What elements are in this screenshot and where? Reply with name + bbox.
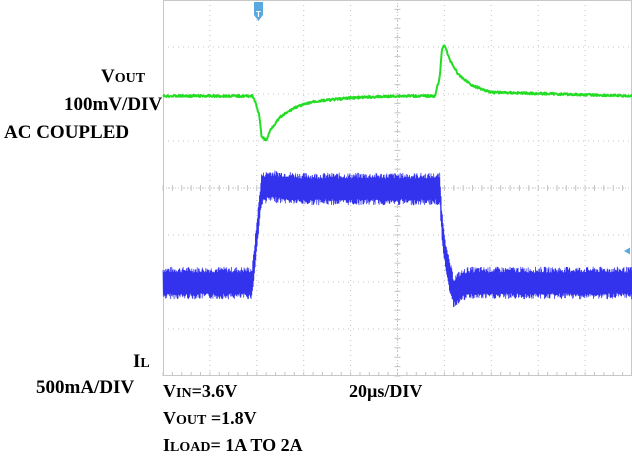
vin-setting-label: VIN=3.6V — [163, 382, 237, 401]
vout-channel-label: VOUT — [101, 67, 145, 86]
il-scale-label: 500mA/DIV — [36, 377, 135, 398]
vout-label-main: V — [101, 66, 115, 87]
il-trace — [162, 170, 632, 308]
iload-value: = 1A TO 2A — [210, 435, 303, 455]
trigger-marker-box — [254, 2, 263, 9]
vin-main: V — [163, 381, 176, 401]
il-channel-label: IL — [133, 352, 150, 371]
vout-scale-label: 100mV/DIV — [64, 94, 163, 115]
vout-label-sub: OUT — [114, 71, 146, 86]
vin-value: =3.6V — [191, 381, 238, 401]
ground-reference-marker — [624, 247, 630, 255]
vout-setting-label: VOUT =1.8V — [163, 409, 257, 428]
iload-sub: LOAD — [170, 440, 211, 455]
vout-set-sub: OUT — [176, 413, 207, 428]
vout-coupling-label: AC COUPLED — [4, 122, 130, 143]
il-label-sub: L — [140, 356, 150, 371]
il-label-main: I — [133, 351, 141, 372]
trigger-marker: T — [254, 2, 263, 21]
vout-set-value: =1.8V — [206, 408, 257, 428]
vin-sub: IN — [176, 386, 192, 401]
trace-layer — [162, 44, 632, 308]
iload-setting-label: ILOAD= 1A TO 2A — [163, 436, 303, 455]
trigger-marker-letter: T — [256, 10, 261, 19]
trigger-marker-pointer — [254, 9, 263, 21]
iload-main: I — [163, 435, 171, 455]
timebase-label: 20µs/DIV — [349, 381, 423, 401]
vout-set-main: V — [163, 408, 176, 428]
vout-trace — [162, 44, 632, 142]
